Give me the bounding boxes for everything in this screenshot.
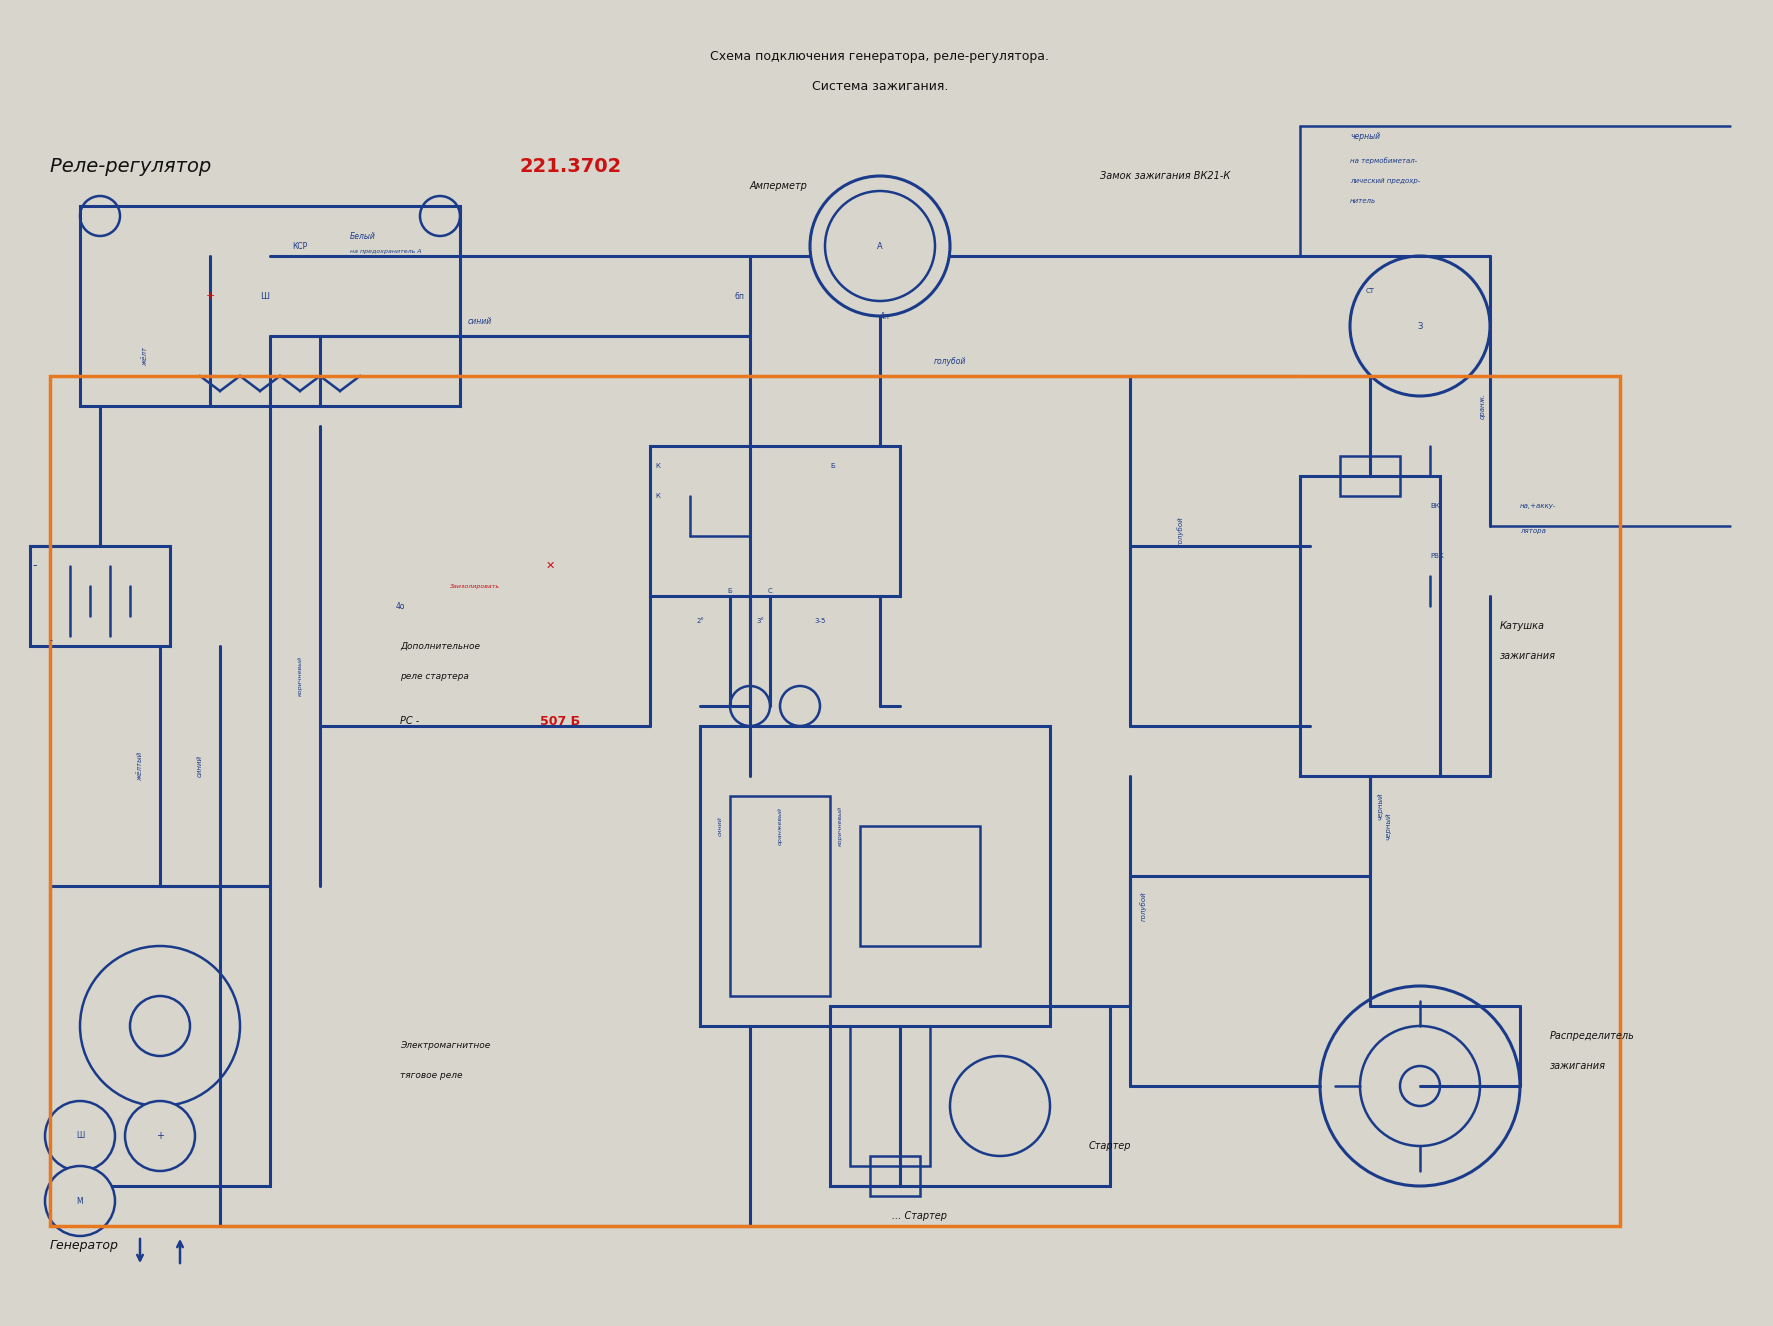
Bar: [80, 206, 459, 406]
Text: на,+акку-: на,+акку-: [1519, 503, 1557, 509]
Text: -: -: [32, 560, 37, 573]
Circle shape: [44, 1101, 115, 1171]
Text: 4о: 4о: [395, 602, 404, 610]
Text: -: -: [50, 636, 53, 646]
Circle shape: [44, 1166, 115, 1236]
Text: РВК: РВК: [1431, 553, 1443, 560]
Text: 3°: 3°: [755, 618, 764, 625]
Text: синий: синий: [468, 317, 493, 325]
Text: нитель: нитель: [1349, 198, 1376, 204]
Text: лический предохр-: лический предохр-: [1349, 178, 1420, 184]
Text: лятора: лятора: [1519, 528, 1546, 534]
Text: 3-5: 3-5: [814, 618, 826, 625]
Text: +: +: [206, 290, 215, 301]
Text: тяговое реле: тяговое реле: [401, 1071, 463, 1081]
Text: коричневый: коричневый: [298, 656, 303, 696]
Text: синий: синий: [197, 754, 202, 777]
Bar: [700, 727, 1050, 1026]
Text: Система зажигания.: Система зажигания.: [812, 80, 949, 93]
Text: жёлтый: жёлтый: [137, 752, 144, 781]
Text: оранжевый: оранжевый: [778, 808, 782, 845]
Text: Схема подключения генератора, реле-регулятора.: Схема подключения генератора, реле-регул…: [711, 49, 1050, 62]
Text: К: К: [654, 493, 660, 499]
Text: черный: черный: [1385, 813, 1392, 839]
Bar: [871, 1156, 920, 1196]
Text: Амперметр: Амперметр: [750, 182, 808, 191]
Text: A: A: [878, 241, 883, 251]
Text: коричневый: коричневый: [837, 806, 842, 846]
Bar: [830, 1006, 1110, 1185]
Text: оранж.: оранж.: [1480, 392, 1486, 419]
Bar: [50, 886, 269, 1185]
Text: Реле-регулятор: Реле-регулятор: [50, 156, 218, 175]
Text: черный: черный: [1378, 792, 1383, 819]
Text: Замок зажигания ВК21-К: Замок зажигания ВК21-К: [1099, 171, 1230, 182]
Text: +: +: [156, 1131, 163, 1140]
Text: Электромагнитное: Электромагнитное: [401, 1041, 491, 1050]
Text: голубой: голубой: [934, 357, 966, 366]
Text: Распределитель: Распределитель: [1550, 1032, 1635, 1041]
Bar: [30, 546, 170, 646]
Text: СТ: СТ: [1365, 288, 1374, 294]
Text: голубой: голубой: [1140, 891, 1147, 920]
Text: 6п: 6п: [736, 292, 745, 301]
Text: М: М: [76, 1196, 83, 1205]
Text: зажигания: зажигания: [1500, 651, 1557, 660]
Text: Ш: Ш: [76, 1131, 83, 1140]
Text: Заизолировать: Заизолировать: [450, 583, 500, 589]
Text: Б: Б: [830, 463, 835, 469]
Text: К: К: [654, 463, 660, 469]
Text: З: З: [1417, 321, 1422, 330]
Text: ВК: ВК: [1431, 503, 1440, 509]
Text: Белый: Белый: [349, 232, 376, 240]
Text: Дополнительное: Дополнительное: [401, 642, 480, 651]
Bar: [1300, 476, 1440, 776]
Text: ✕: ✕: [546, 561, 555, 572]
Text: 221.3702: 221.3702: [519, 156, 622, 175]
Text: на термобиметал-: на термобиметал-: [1349, 158, 1417, 164]
Text: 507 Б: 507 Б: [541, 715, 580, 728]
Text: 4п: 4п: [879, 312, 890, 321]
Text: РС -: РС -: [401, 716, 418, 727]
Text: на предохранитель А: на предохранитель А: [349, 248, 422, 253]
Circle shape: [126, 1101, 195, 1171]
Text: Б: Б: [727, 587, 732, 594]
Text: реле стартера: реле стартера: [401, 671, 468, 680]
Bar: [849, 1026, 931, 1166]
Text: С: С: [768, 587, 773, 594]
Text: КСР: КСР: [293, 241, 309, 251]
Bar: [651, 446, 901, 595]
Text: Стартер: Стартер: [1089, 1140, 1131, 1151]
Text: ... Стартер: ... Стартер: [892, 1211, 947, 1221]
Text: жёлт: жёлт: [142, 346, 147, 366]
Text: голубой: голубой: [1177, 516, 1183, 546]
Bar: [50, 377, 1621, 1227]
Bar: [1340, 456, 1401, 496]
Text: Катушка: Катушка: [1500, 621, 1544, 631]
Text: синий: синий: [718, 815, 723, 835]
Bar: [730, 796, 830, 996]
Text: 2°: 2°: [697, 618, 704, 625]
Text: черный: черный: [1349, 131, 1379, 141]
Text: зажигания: зажигания: [1550, 1061, 1606, 1071]
Text: Генератор: Генератор: [50, 1240, 119, 1253]
Bar: [860, 826, 980, 945]
Text: Ш: Ш: [261, 292, 269, 301]
